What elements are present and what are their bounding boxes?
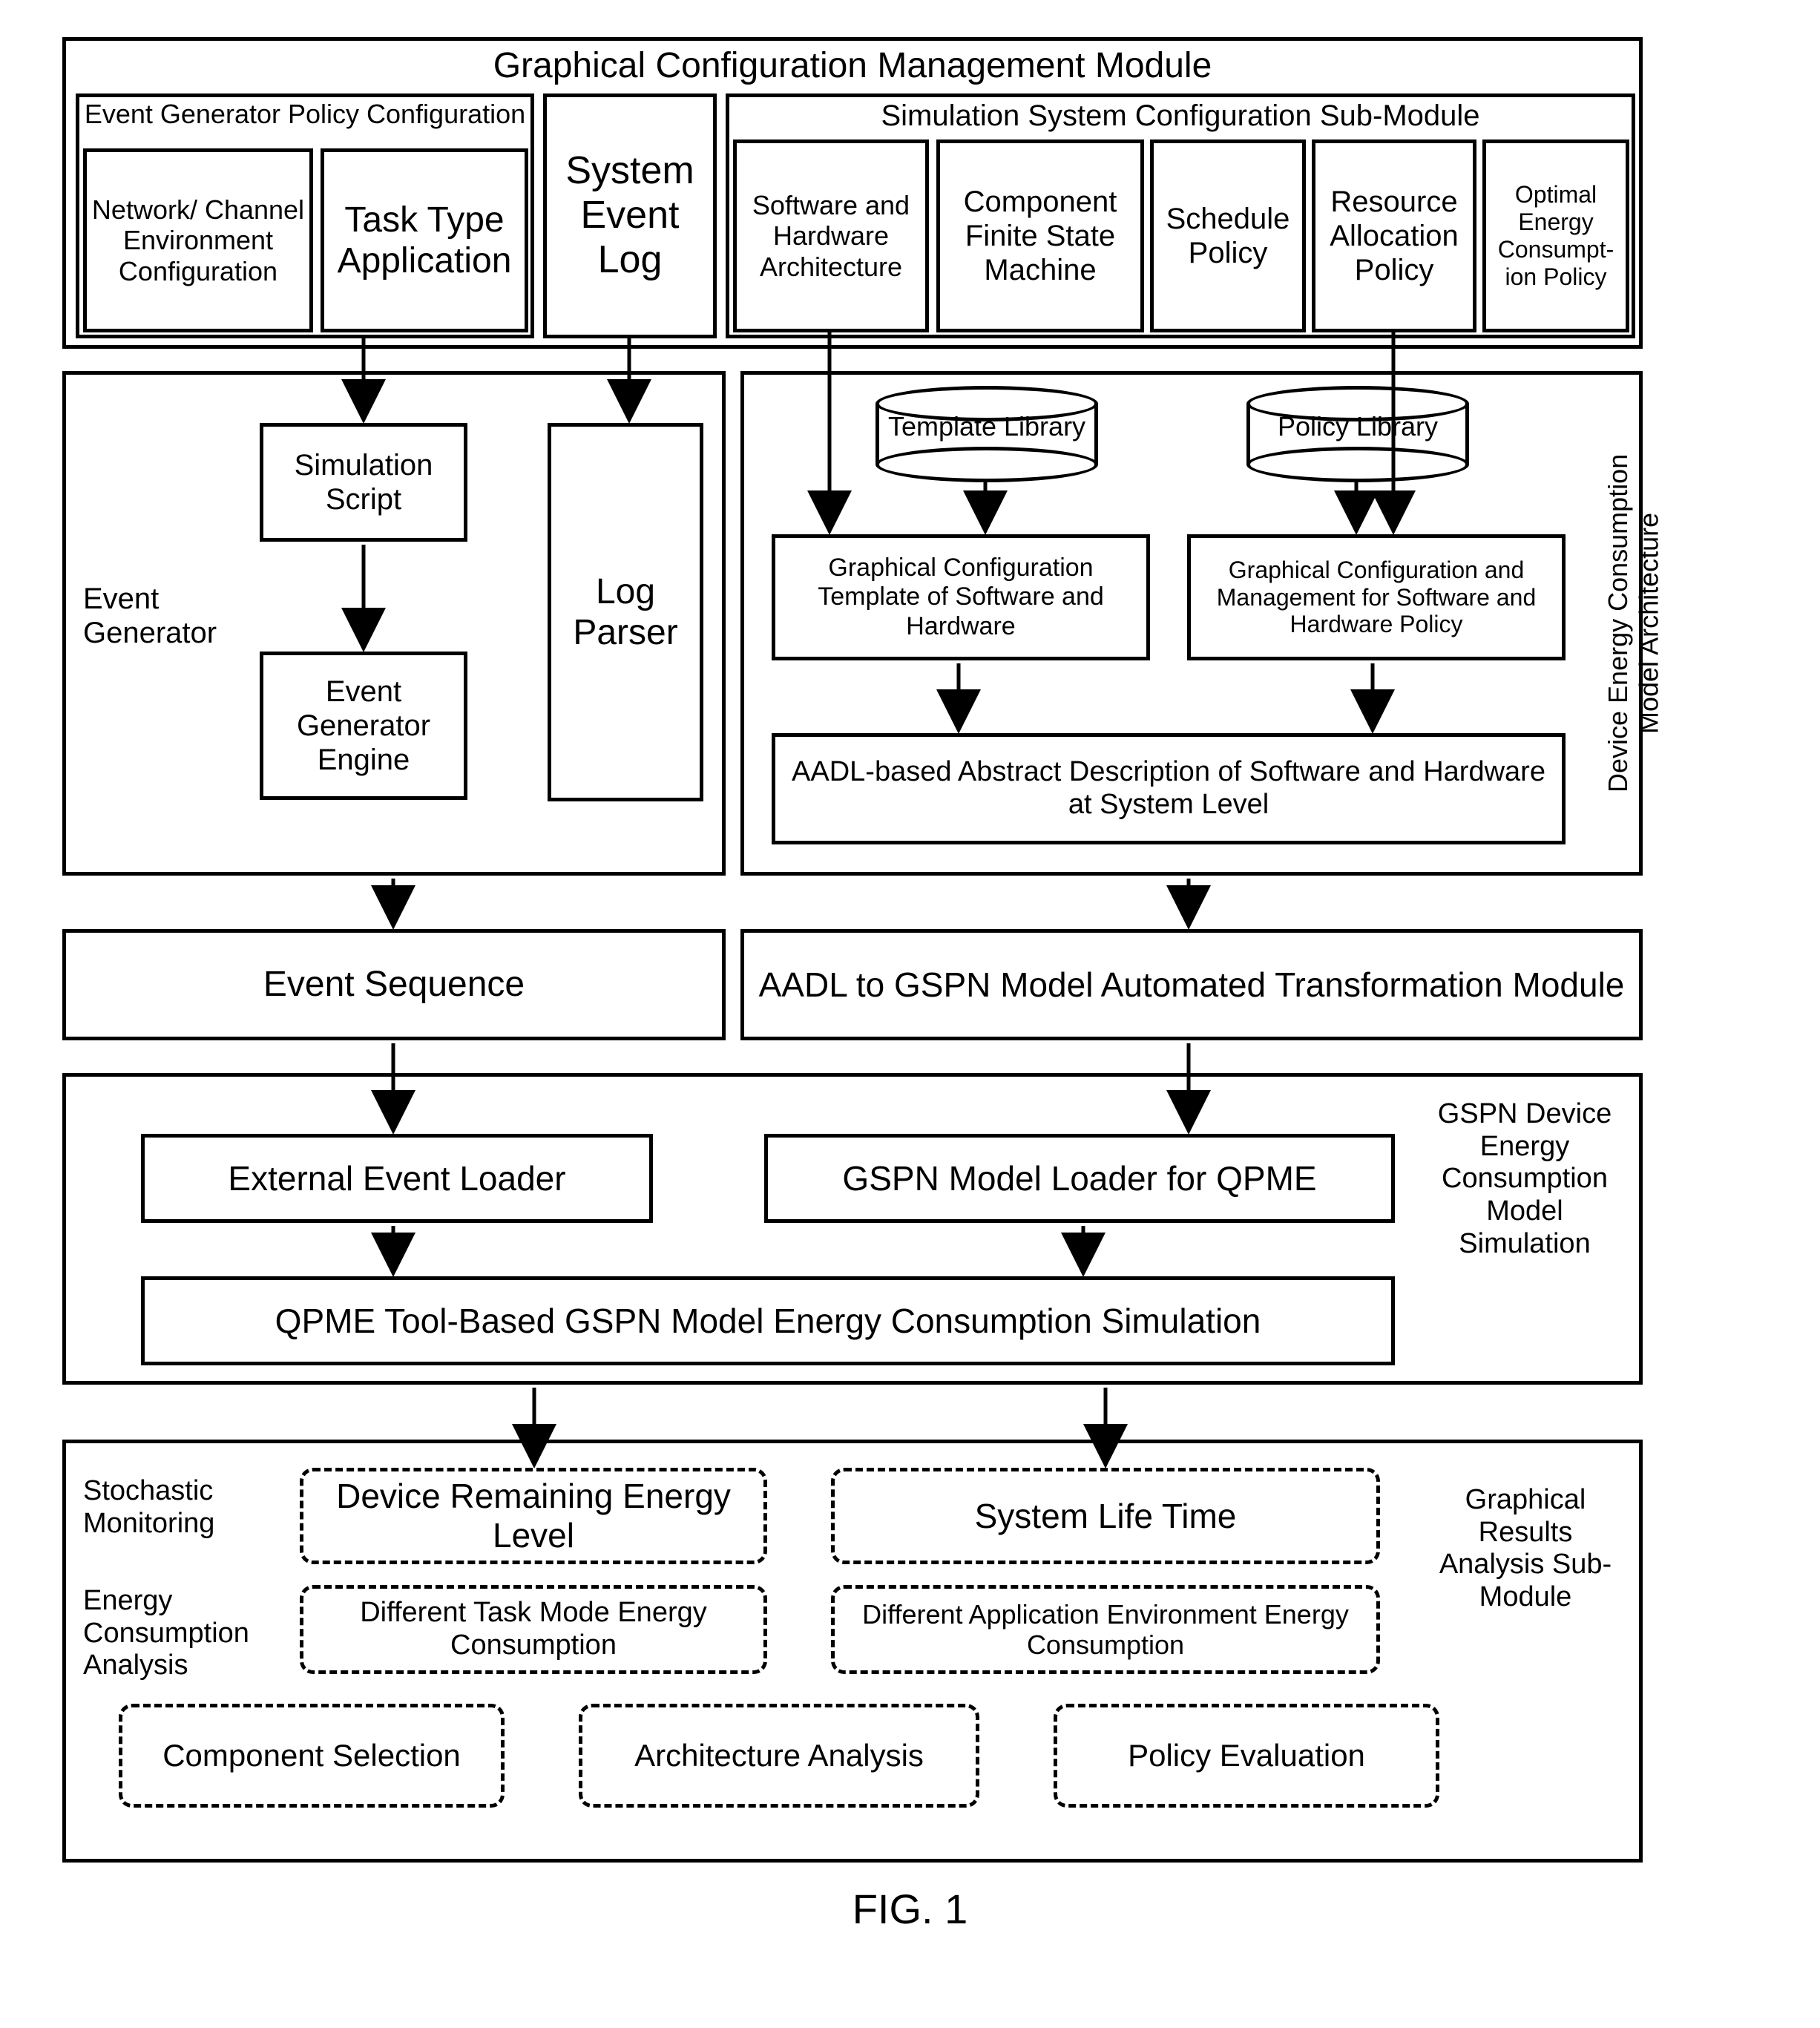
gspn-lbl-text: GSPN Device Energy Consumption Model Sim… [1438, 1098, 1612, 1259]
gras-text: Graphical Results Analysis Sub-Module [1439, 1484, 1612, 1612]
evt-seq-label: Event Sequence [263, 964, 525, 1005]
qpme-sim-label: QPME Tool-Based GSPN Model Energy Consum… [275, 1302, 1261, 1341]
ext-loader: External Event Loader [141, 1134, 653, 1223]
sw-hw-arch: Software and Hardware Architecture [733, 140, 929, 332]
res-alloc: Resource Allocation Policy [1312, 140, 1476, 332]
app-env-label: Different Application Environment Energy… [838, 1599, 1373, 1661]
arch-anal-label: Architecture Analysis [634, 1738, 924, 1773]
task-type: Task Type Application [321, 148, 528, 332]
ext-loader-label: External Event Loader [228, 1159, 565, 1198]
opt-energy-label: Optimal Energy Consumpt-ion Policy [1489, 181, 1623, 290]
gcmsp: Graphical Configuration and Management f… [1187, 534, 1566, 660]
dev-remain-label: Device Remaining Energy Level [306, 1477, 760, 1555]
aadl-desc: AADL-based Abstract Description of Softw… [772, 733, 1566, 844]
log-parser: Log Parser [548, 423, 703, 801]
evt-gen-lbl: Event Generator [83, 582, 239, 650]
diagram-canvas: Graphical Configuration Management Modul… [30, 30, 1790, 1998]
evt-engine-label: Event Generator Engine [266, 675, 461, 777]
egpc-title: Event Generator Policy Configuration [85, 99, 525, 129]
policy-library-label: Policy Library [1246, 413, 1469, 441]
gcmsp-label: Graphical Configuration and Management f… [1194, 557, 1559, 638]
task-type-label: Task Type Application [327, 200, 522, 281]
arch-anal: Architecture Analysis [579, 1704, 979, 1808]
figure-label-text: FIG. 1 [852, 1886, 968, 1932]
template-library-label: Template Library [875, 413, 1098, 441]
comp-fsm: Component Finite State Machine [936, 140, 1144, 332]
eca-text: Energy Consumption Analysis [83, 1585, 249, 1681]
gras-lbl: Graphical Results Analysis Sub-Module [1429, 1484, 1622, 1614]
gctsh-label: Graphical Configuration Template of Soft… [778, 554, 1143, 640]
net-env: Network/ Channel Environment Configurati… [83, 148, 313, 332]
comp-sel: Component Selection [119, 1704, 505, 1808]
decma-lbl: Device Energy Consumption Model Architec… [1603, 416, 1664, 831]
dev-remain: Device Remaining Energy Level [300, 1468, 767, 1564]
policy-lib-text: Policy Library [1278, 411, 1438, 442]
task-mode-label: Different Task Mode Energy Consumption [306, 1597, 760, 1661]
gcm-title: Graphical Configuration Management Modul… [493, 45, 1212, 86]
sim-script-label: Simulation Script [266, 448, 461, 516]
evt-gen-text: Event Generator [83, 583, 217, 649]
sched-pol-label: Schedule Policy [1157, 202, 1299, 270]
res-alloc-label: Resource Allocation Policy [1318, 185, 1470, 287]
qpme-sim: QPME Tool-Based GSPN Model Energy Consum… [141, 1276, 1395, 1365]
log-parser-label: Log Parser [554, 571, 697, 653]
policy-eval: Policy Evaluation [1054, 1704, 1439, 1808]
aadl-gspn-label: AADL to GSPN Model Automated Transformat… [759, 965, 1625, 1005]
gspn-loader: GSPN Model Loader for QPME [764, 1134, 1395, 1223]
gctsh: Graphical Configuration Template of Soft… [772, 534, 1150, 660]
net-env-label: Network/ Channel Environment Configurati… [90, 194, 306, 286]
ssc-title: Simulation System Configuration Sub-Modu… [881, 99, 1479, 133]
evt-seq: Event Sequence [62, 929, 726, 1040]
opt-energy: Optimal Energy Consumpt-ion Policy [1482, 140, 1629, 332]
sys-life: System Life Time [831, 1468, 1380, 1564]
figure-label: FIG. 1 [30, 1885, 1790, 1933]
sw-hw-arch-label: Software and Hardware Architecture [740, 190, 922, 282]
sys-life-label: System Life Time [975, 1497, 1237, 1536]
policy-eval-label: Policy Evaluation [1128, 1738, 1365, 1773]
comp-sel-label: Component Selection [162, 1738, 461, 1773]
evt-engine: Event Generator Engine [260, 652, 467, 800]
gspn-loader-label: GSPN Model Loader for QPME [842, 1159, 1316, 1198]
app-env: Different Application Environment Energy… [831, 1585, 1380, 1674]
comp-fsm-label: Component Finite State Machine [943, 185, 1137, 287]
sim-script: Simulation Script [260, 423, 467, 542]
stoch-lbl: Stochastic Monitoring [83, 1475, 269, 1540]
task-mode: Different Task Mode Energy Consumption [300, 1585, 767, 1674]
policy-library-cylinder: Policy Library [1246, 386, 1469, 482]
gspn-lbl: GSPN Device Energy Consumption Model Sim… [1425, 1098, 1625, 1260]
sys-evt-log-label: System Event Log [550, 149, 710, 282]
template-library-cylinder: Template Library [875, 386, 1098, 482]
aadl-gspn: AADL to GSPN Model Automated Transformat… [740, 929, 1643, 1040]
tmpl-lib-text: Template Library [888, 411, 1085, 442]
decma-text: Device Energy Consumption Model Architec… [1603, 454, 1663, 793]
sys-evt-log: System Event Log [543, 93, 717, 338]
aadl-desc-label: AADL-based Abstract Description of Softw… [778, 756, 1559, 821]
stoch-text: Stochastic Monitoring [83, 1475, 214, 1539]
eca-lbl: Energy Consumption Analysis [83, 1585, 291, 1682]
sched-pol: Schedule Policy [1150, 140, 1306, 332]
